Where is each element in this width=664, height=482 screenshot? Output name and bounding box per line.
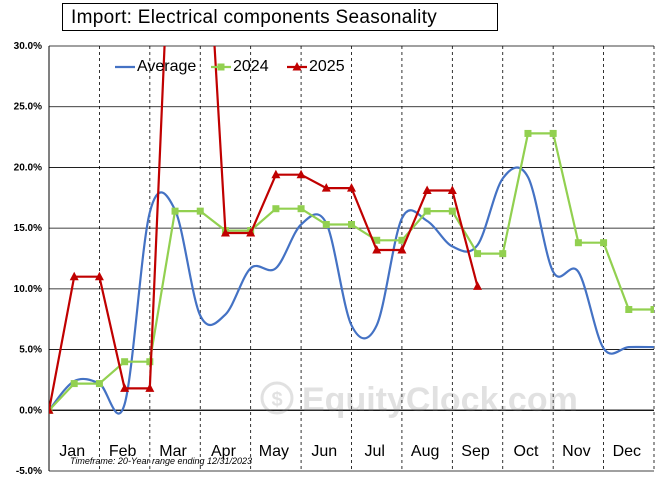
data-point-2024 — [146, 358, 154, 366]
data-point-2025 — [271, 169, 281, 179]
legend-label: 2025 — [309, 58, 345, 75]
data-point-2024 — [398, 236, 406, 244]
y-tick-label: 15.0% — [14, 223, 42, 234]
data-point-2024 — [474, 250, 482, 258]
legend-line-icon — [115, 65, 135, 69]
data-point-2024 — [574, 239, 582, 247]
data-point-2024 — [348, 221, 355, 228]
x-tick-label: Oct — [514, 443, 539, 460]
data-point-2025 — [145, 383, 155, 392]
data-point-2025 — [321, 183, 331, 192]
y-tick-label: 10.0% — [14, 284, 42, 295]
data-point-2024 — [171, 207, 179, 215]
data-point-2024 — [625, 306, 633, 313]
y-tick-label: 30.0% — [14, 41, 42, 52]
data-point-2025 — [49, 405, 54, 414]
data-point-2025 — [296, 169, 306, 179]
data-point-2025 — [397, 245, 407, 254]
data-point-2024 — [499, 250, 507, 258]
data-point-2024 — [524, 129, 532, 137]
x-tick-label: Dec — [613, 443, 641, 460]
data-point-2024 — [448, 207, 456, 215]
data-point-2025 — [220, 228, 230, 237]
data-point-2025 — [372, 245, 382, 254]
series-line-2025 — [49, 46, 479, 411]
x-tick-label: Sep — [461, 443, 490, 460]
gridlines — [49, 45, 655, 472]
legend-label: Average — [137, 58, 197, 75]
x-tick-label: Mar — [159, 443, 187, 460]
x-tick-label: Nov — [562, 443, 590, 460]
chart-title: Import: Electrical components Seasonalit… — [71, 7, 438, 28]
data-point-2024 — [272, 205, 280, 213]
chart-title-box: Import: Electrical components Seasonalit… — [62, 3, 498, 31]
series-group — [49, 46, 654, 415]
data-point-2024 — [600, 239, 608, 247]
data-point-2024 — [423, 207, 431, 215]
data-point-2024 — [322, 221, 330, 228]
legend-label: 2024 — [233, 58, 269, 75]
legend-triangle-marker-icon — [287, 62, 307, 71]
data-point-2025 — [120, 383, 130, 392]
y-tick-label: -5.0% — [16, 466, 42, 477]
legend-square-marker-icon — [211, 63, 231, 71]
data-point-2024 — [95, 380, 103, 388]
data-point-2025 — [69, 271, 79, 281]
watermark-text: EquityClock.com — [302, 381, 578, 419]
data-point-2025 — [447, 185, 457, 194]
x-tick-label: Jun — [311, 443, 337, 460]
x-tick-label: May — [259, 443, 289, 460]
timeframe-footnote: Timeframe: 20-Year range ending 12/31/20… — [70, 456, 253, 466]
data-point-2024 — [373, 236, 381, 244]
data-point-2024 — [70, 380, 78, 388]
watermark-logo: $ — [260, 381, 294, 415]
watermark-dollar-icon: $ — [271, 389, 282, 411]
data-point-2024 — [121, 358, 129, 366]
data-point-2025 — [347, 183, 356, 192]
y-tick-label: 0.0% — [19, 405, 42, 416]
y-tick-label: 20.0% — [14, 162, 42, 173]
data-point-2025 — [246, 228, 256, 237]
x-tick-label: Jul — [364, 443, 384, 460]
y-tick-label: 25.0% — [14, 102, 42, 113]
data-point-2024 — [297, 205, 305, 213]
data-point-2025 — [422, 185, 432, 194]
x-tick-label: Aug — [411, 443, 439, 460]
data-point-2024 — [196, 207, 204, 215]
x-tick-label: Apr — [211, 443, 237, 460]
series-line-average — [49, 166, 654, 415]
data-point-2024 — [650, 306, 654, 313]
y-tick-label: 5.0% — [19, 345, 42, 356]
tick-labels: -5.0% 0.0% 5.0% 10.0% 15.0% 20.0% 25.0% 30.0% Ja… — [14, 41, 641, 477]
data-point-2024 — [549, 129, 557, 137]
x-tick-label: Feb — [109, 443, 137, 460]
axes — [48, 46, 654, 471]
data-point-2025 — [94, 271, 104, 281]
watermark-circle-icon — [260, 381, 294, 415]
watermark: $ EquityClock.com — [260, 381, 578, 419]
x-tick-label: Jan — [59, 443, 85, 460]
data-point-2025 — [473, 281, 483, 290]
